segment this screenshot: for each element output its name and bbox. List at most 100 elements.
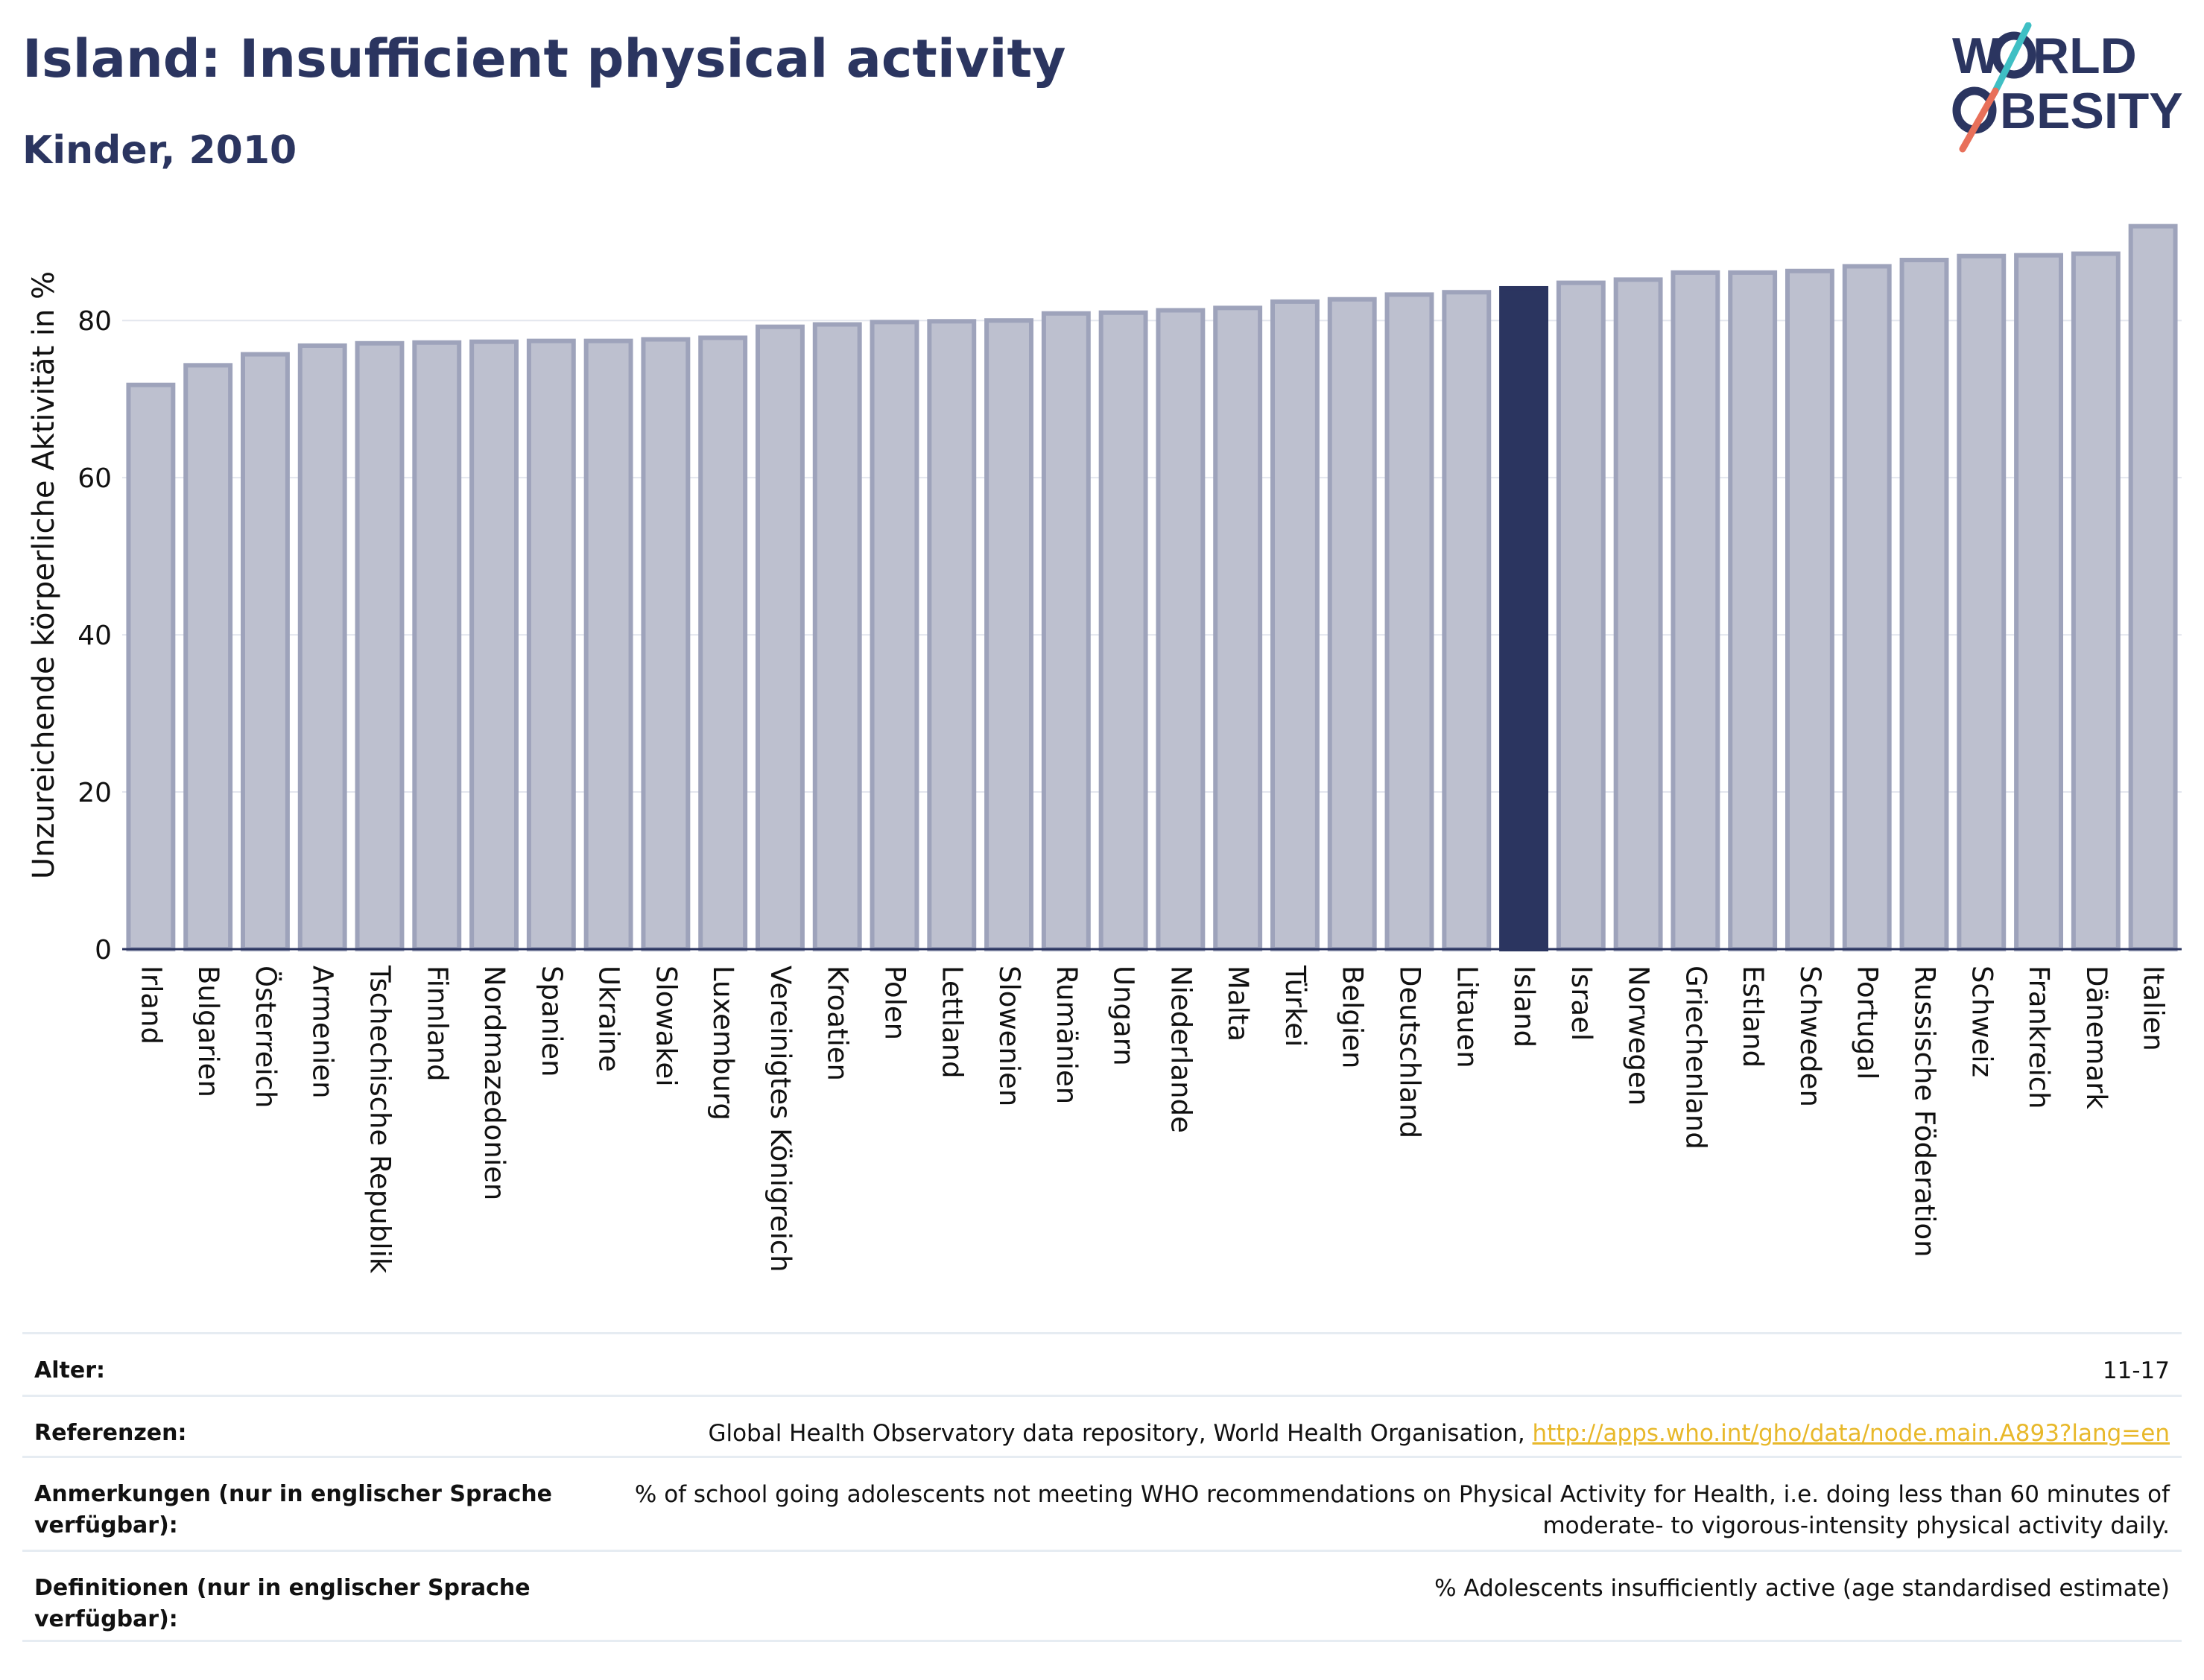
bar-estland xyxy=(1728,270,1778,951)
notes-value: % of school going adolescents not meetin… xyxy=(634,1481,2170,1539)
bar-nordmazedonien xyxy=(469,339,519,951)
x-tick-label: Ukraine xyxy=(593,966,625,1072)
svg-text:BESITY: BESITY xyxy=(2000,83,2183,139)
definitions-value: % Adolescents insufficiently active (age… xyxy=(1434,1575,2170,1602)
x-tick-label: Slowenien xyxy=(993,966,1025,1106)
x-tick-label: Schweden xyxy=(1794,966,1826,1107)
y-tick-label: 80 xyxy=(77,306,112,337)
x-tick-label: Ungarn xyxy=(1108,966,1140,1066)
x-tick-label: Portugal xyxy=(1852,966,1884,1080)
bar-deutschland xyxy=(1384,292,1434,951)
bar-island xyxy=(1499,285,1548,951)
bar-tschechische-republik xyxy=(355,340,405,951)
x-tick-label: Niederlande xyxy=(1165,966,1197,1133)
bar-malta xyxy=(1213,305,1263,952)
y-tick-label: 20 xyxy=(77,778,112,808)
bar-belgien xyxy=(1327,297,1377,952)
bar-luxemburg xyxy=(698,335,748,951)
x-tick-label: Tschechische Republik xyxy=(364,965,396,1274)
x-tick-label: Russische Föderation xyxy=(1909,966,1941,1258)
x-tick-label: Polen xyxy=(879,966,911,1040)
bar-schweiz xyxy=(1957,253,2007,951)
references-text: Global Health Observatory data repositor… xyxy=(708,1420,1533,1447)
bar-italien xyxy=(2128,224,2178,952)
y-axis-ticks: 0 20 40 60 80 xyxy=(77,306,112,966)
x-tick-label: Österreich xyxy=(250,966,282,1108)
x-tick-label: Deutschland xyxy=(1394,966,1426,1138)
bar-dänemark xyxy=(2071,251,2121,951)
x-tick-label: Frankreich xyxy=(2023,966,2055,1109)
bar-armenien xyxy=(297,343,347,951)
bar-lettland xyxy=(927,319,977,951)
references-value: Global Health Observatory data repositor… xyxy=(708,1418,2170,1449)
bar-slowenien xyxy=(984,318,1033,952)
x-tick-label: Slowakei xyxy=(650,966,682,1087)
bar-spanien xyxy=(526,338,576,952)
chart-title: Island: Insufficient physical activity xyxy=(22,28,1066,89)
meta-row-definitions: Definitionen (nur in englischer Sprache … xyxy=(22,1550,2182,1642)
bar-litauen xyxy=(1442,290,1492,951)
x-tick-label: Luxemburg xyxy=(707,966,739,1120)
bar-russische-föderation xyxy=(1899,257,1949,951)
y-axis-label: Unzureichende körperliche Aktivität in % xyxy=(27,271,61,879)
bar-portugal xyxy=(1842,264,1892,952)
age-label: Alter: xyxy=(34,1357,105,1383)
x-tick-label: Griechenland xyxy=(1679,966,1711,1150)
y-tick-label: 0 xyxy=(95,935,112,966)
bar-schweden xyxy=(1785,268,1834,952)
svg-text:RLD: RLD xyxy=(2033,28,2137,84)
bar-israel xyxy=(1556,280,1606,952)
x-tick-label: Schweiz xyxy=(1966,966,1998,1077)
y-tick-label: 40 xyxy=(77,621,112,651)
metadata-table: Alter: 11-17 Referenzen: Global Health O… xyxy=(22,1332,2182,1642)
gridlines xyxy=(122,320,2182,793)
x-tick-label: Belgien xyxy=(1337,966,1369,1068)
bar-finnland xyxy=(412,340,462,951)
bar-ukraine xyxy=(583,338,633,952)
x-tick-label: Lettland xyxy=(936,966,968,1079)
bar-frankreich xyxy=(2014,253,2063,951)
x-tick-label: Malta xyxy=(1222,966,1254,1042)
definitions-label: Definitionen (nur in englischer Sprache … xyxy=(34,1575,531,1632)
x-tick-label: Island xyxy=(1508,966,1540,1047)
bar-rumänien xyxy=(1041,311,1091,951)
notes-label: Anmerkungen (nur in englischer Sprache v… xyxy=(34,1481,552,1538)
meta-row-references: Referenzen: Global Health Observatory da… xyxy=(22,1395,2182,1456)
bar-griechenland xyxy=(1671,270,1720,951)
x-tick-label: Spanien xyxy=(536,966,568,1077)
world-obesity-logo: W RLD BESITY xyxy=(1952,22,2183,153)
bar-österreich xyxy=(241,352,290,951)
x-tick-label: Israel xyxy=(1565,966,1597,1041)
bar-slowakei xyxy=(641,337,691,951)
bars xyxy=(126,224,2178,952)
x-tick-label: Irland xyxy=(135,966,167,1045)
x-tick-label: Litauen xyxy=(1451,966,1483,1068)
x-tick-label: Bulgarien xyxy=(192,966,224,1097)
bar-niederlande xyxy=(1156,308,1206,951)
references-label: Referenzen: xyxy=(34,1420,187,1446)
bar-türkei xyxy=(1270,299,1320,951)
x-tick-label: Kroatien xyxy=(822,966,854,1081)
x-tick-label: Norwegen xyxy=(1623,966,1655,1106)
x-tick-label: Finnland xyxy=(421,966,453,1082)
x-axis-tick-labels: Irland Bulgarien Österreich Armenien Tschech… xyxy=(135,965,2169,1274)
x-tick-label: Vereinigtes Königreich xyxy=(764,966,797,1272)
bar-ungarn xyxy=(1098,310,1148,951)
age-value: 11-17 xyxy=(2102,1357,2170,1384)
bar-polen xyxy=(870,320,919,951)
meta-row-notes: Anmerkungen (nur in englischer Sprache v… xyxy=(22,1456,2182,1550)
x-tick-label: Armenien xyxy=(307,966,339,1099)
chart-subtitle: Kinder, 2010 xyxy=(22,128,297,173)
x-tick-label: Rumänien xyxy=(1051,966,1083,1104)
references-link[interactable]: http://apps.who.int/gho/data/node.main.A… xyxy=(1532,1420,2170,1447)
bar-kroatien xyxy=(812,322,862,952)
x-tick-label: Nordmazedonien xyxy=(478,966,510,1200)
bar-chart: 0 20 40 60 80 Irland Bulgarien Österreich Armen… xyxy=(27,224,2182,1274)
y-tick-label: 60 xyxy=(77,463,112,494)
x-tick-label: Estland xyxy=(1737,966,1769,1068)
bar-vereinigtes-königreich xyxy=(756,324,805,951)
x-tick-label: Dänemark xyxy=(2080,966,2112,1109)
x-tick-label: Italien xyxy=(2138,966,2170,1051)
bar-norwegen xyxy=(1613,277,1663,951)
x-tick-label: Türkei xyxy=(1279,965,1311,1047)
